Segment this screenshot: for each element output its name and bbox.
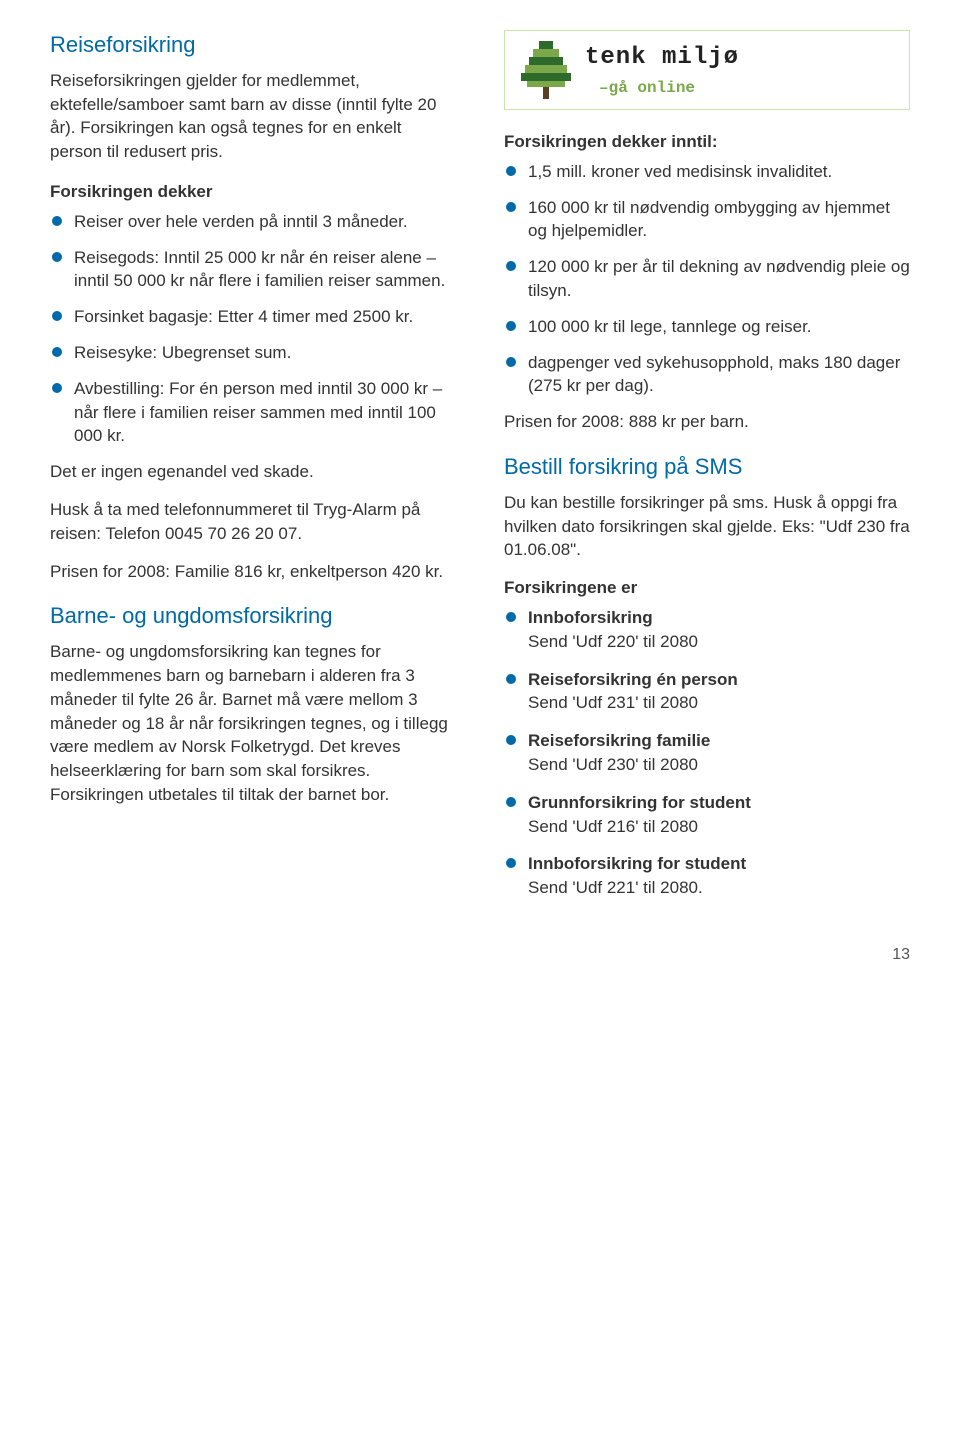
inntil-list: 1,5 mill. kroner ved medisinsk invalidit… xyxy=(504,160,910,398)
sms-lead: Forsikringene er xyxy=(504,576,910,600)
tree-icon xyxy=(519,41,573,99)
egenandel-text: Det er ingen egenandel ved skade. xyxy=(50,460,456,484)
sms-item-title: Innboforsikring for student xyxy=(528,854,746,873)
banner-text: tenk miljø –gå online xyxy=(585,41,739,99)
list-text: 120 000 kr per år til dekning av nødvend… xyxy=(528,257,910,300)
list-item: Avbestilling: For én person med inntil 3… xyxy=(50,377,456,448)
list-text: 160 000 kr til nødvendig ombygging av hj… xyxy=(528,198,890,241)
two-column-layout: Reiseforsikring Reiseforsikringen gjelde… xyxy=(50,30,910,914)
list-text: 1,5 mill. kroner ved medisinsk invalidit… xyxy=(528,162,832,181)
sms-item-title: Reiseforsikring familie xyxy=(528,731,710,750)
sms-item-body: Send 'Udf 216' til 2080 xyxy=(528,815,910,839)
sms-item-title: Grunnforsikring for student xyxy=(528,793,751,812)
sms-intro-text: Du kan bestille forsikringer på sms. Hus… xyxy=(504,493,910,560)
list-item: Reisesyke: Ubegrenset sum. xyxy=(50,341,456,365)
list-text: Reisegods: Inntil 25 000 kr når én reise… xyxy=(74,248,445,291)
list-item: Grunnforsikring for student Send 'Udf 21… xyxy=(504,791,910,839)
list-item: Reisegods: Inntil 25 000 kr når én reise… xyxy=(50,246,456,294)
heading-sms: Bestill forsikring på SMS xyxy=(504,452,910,483)
page-number: 13 xyxy=(50,944,910,966)
list-item: 1,5 mill. kroner ved medisinsk invalidit… xyxy=(504,160,910,184)
sms-list: Innboforsikring Send 'Udf 220' til 2080 … xyxy=(504,606,910,900)
sms-item-body: Send 'Udf 220' til 2080 xyxy=(528,630,910,654)
pris-reise-text: Prisen for 2008: Familie 816 kr, enkeltp… xyxy=(50,560,456,584)
sms-intro: Du kan bestille forsikringer på sms. Hus… xyxy=(504,491,910,562)
list-item: Reiseforsikring familie Send 'Udf 230' t… xyxy=(504,729,910,777)
heading-reiseforsikring: Reiseforsikring xyxy=(50,30,456,61)
barne-body: Barne- og ungdomsforsikring kan tegnes f… xyxy=(50,640,456,807)
tenk-miljo-banner: tenk miljø –gå online xyxy=(504,30,910,110)
list-item: Reiser over hele verden på inntil 3 måne… xyxy=(50,210,456,234)
dekker-list: Reiser over hele verden på inntil 3 måne… xyxy=(50,210,456,448)
list-text: 100 000 kr til lege, tannlege og reiser. xyxy=(528,317,812,336)
sms-item-body: Send 'Udf 221' til 2080. xyxy=(528,876,910,900)
list-item: Forsinket bagasje: Etter 4 timer med 250… xyxy=(50,305,456,329)
list-item: Innboforsikring Send 'Udf 220' til 2080 xyxy=(504,606,910,654)
banner-line1: tenk miljø xyxy=(585,41,739,75)
list-text: Reisesyke: Ubegrenset sum. xyxy=(74,343,291,362)
sms-item-body: Send 'Udf 231' til 2080 xyxy=(528,691,910,715)
list-text: Reiser over hele verden på inntil 3 måne… xyxy=(74,212,408,231)
right-column: tenk miljø –gå online Forsikringen dekke… xyxy=(504,30,910,914)
inntil-lead: Forsikringen dekker inntil: xyxy=(504,130,910,154)
list-text: Forsinket bagasje: Etter 4 timer med 250… xyxy=(74,307,413,326)
list-item: 160 000 kr til nødvendig ombygging av hj… xyxy=(504,196,910,244)
reise-intro: Reiseforsikringen gjelder for medlemmet,… xyxy=(50,69,456,164)
sms-item-title: Innboforsikring xyxy=(528,608,653,627)
pris-barn-text: Prisen for 2008: 888 kr per barn. xyxy=(504,410,910,434)
sms-item-body: Send 'Udf 230' til 2080 xyxy=(528,753,910,777)
list-text: Avbestilling: For én person med inntil 3… xyxy=(74,379,442,446)
list-item: dagpenger ved sykehusopphold, maks 180 d… xyxy=(504,351,910,399)
list-item: 120 000 kr per år til dekning av nødvend… xyxy=(504,255,910,303)
list-text: dagpenger ved sykehusopphold, maks 180 d… xyxy=(528,353,900,396)
sms-item-title: Reiseforsikring én person xyxy=(528,670,738,689)
left-column: Reiseforsikring Reiseforsikringen gjelde… xyxy=(50,30,456,914)
list-item: Reiseforsikring én person Send 'Udf 231'… xyxy=(504,668,910,716)
dekker-lead: Forsikringen dekker xyxy=(50,180,456,204)
banner-line2: –gå online xyxy=(599,77,739,99)
heading-barne: Barne- og ungdomsforsikring xyxy=(50,601,456,632)
list-item: 100 000 kr til lege, tannlege og reiser. xyxy=(504,315,910,339)
list-item: Innboforsikring for student Send 'Udf 22… xyxy=(504,852,910,900)
tryg-alarm-text: Husk å ta med telefonnummeret til Tryg-A… xyxy=(50,498,456,546)
